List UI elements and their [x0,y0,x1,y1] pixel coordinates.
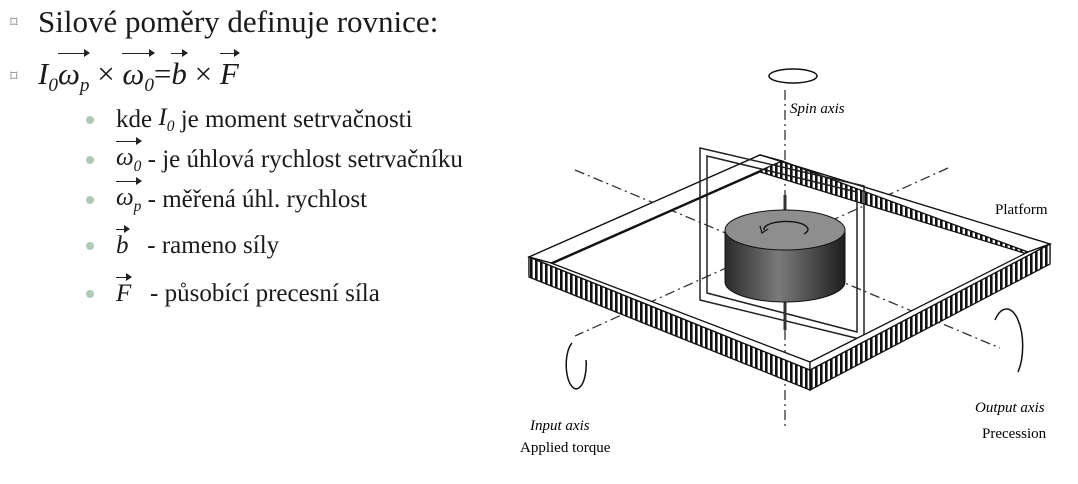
b-symbol: b [171,56,187,91]
omega-0-subscript: 0 [144,75,154,97]
definition-item: ωp - měřená úhl. rychlost [86,177,368,216]
applied-torque-label: Applied torque [520,440,611,456]
b-vector: b [171,49,188,92]
bullet-icon: ⌑ [10,14,18,31]
input-axis-label: Input axis [529,418,590,434]
heading-line: ⌑ Silové poměry definuje rovnice: [10,4,438,40]
definition-item: b - rameno síly [86,225,280,260]
definition-symbol: ωp [116,177,143,216]
heading-text: Silové poměry definuje rovnice: [38,4,439,39]
equals-operator: = [153,56,172,91]
bullet-icon: ⌑ [10,69,18,86]
f-symbol: F [219,56,239,91]
omega-0-symbol: ω [122,56,145,91]
definition-symbol: b [116,225,129,260]
symbol-letter: F [116,280,132,307]
symbol-letter: b [116,232,129,259]
omega-p-subscript: p [79,75,90,97]
omega-p-symbol: ω [57,56,80,91]
definition-item: kde I0 je moment setrvačnosti [86,104,413,136]
axis-lines [574,90,1001,428]
spin-axis-label: Spin axis [790,101,845,117]
inertia-symbol: I [38,56,49,91]
definition-symbol: F [116,273,133,308]
symbol-letter: ω [116,184,134,211]
definition-text: - měřená úhl. rychlost [141,186,368,213]
omega-0-vector: ω0 [122,49,155,97]
symbol-subscript: p [133,198,142,215]
rotation-arrow-icons [565,68,1024,390]
platform-frame [527,154,1053,275]
times-operator: × [186,56,220,91]
f-vector: F [219,49,240,92]
definition-text: - je úhlová rychlost setrvačníku [141,146,463,173]
bullet-dot-icon [86,116,94,124]
bullet-dot-icon [86,242,94,250]
omega-p-vector: ωp [57,49,90,97]
times-operator: × [89,56,123,91]
bullet-dot-icon [86,156,94,164]
definition-text: - rameno síly [128,232,280,259]
inertia-subscript: 0 [48,75,58,97]
bullet-dot-icon [86,196,94,204]
platform-label: Platform [995,202,1048,218]
definition-item: ω0 - je úhlová rychlost setrvačníku [86,137,463,176]
definition-text: je moment setrvačnosti [174,106,413,133]
gimbal-frame [699,147,865,341]
definition-prefix: kde [116,106,159,133]
rotor [724,209,846,303]
formula-line: ⌑ I0 ωp × ω0= b × F [10,49,240,97]
symbol-subscript: 0 [133,158,142,175]
definition-symbol: ω0 [116,137,143,176]
equation: I0 ωp × ω0= b × F [38,49,240,97]
definition-text: - působící precesní síla [131,280,380,307]
symbol-letter: ω [116,144,134,171]
symbol-letter: I [158,104,167,131]
definition-item: F - působící precesní síla [86,273,380,308]
symbol-subscript: 0 [166,118,175,135]
precession-label: Precession [982,426,1047,442]
definition-symbol: I0 [158,104,174,136]
bullet-dot-icon [86,290,94,298]
output-axis-label: Output axis [975,400,1045,416]
platform-front [528,242,1051,392]
